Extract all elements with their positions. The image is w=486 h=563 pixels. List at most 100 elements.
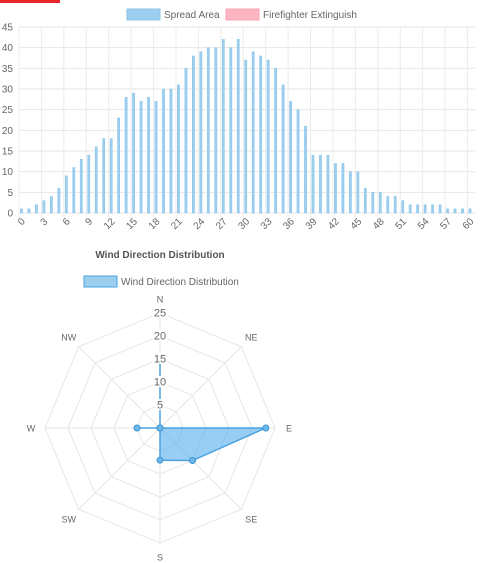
bar-x-tick-label: 9 <box>83 216 95 228</box>
bar-spread-area-33[interactable] <box>266 59 270 214</box>
bar-spread-area-35[interactable] <box>281 84 285 214</box>
bar-spread-area-48[interactable] <box>378 192 382 214</box>
spread-area-bar-chart: Spread Area Firefighter Extinguish 05101… <box>2 8 477 261</box>
bar-spread-area-13[interactable] <box>117 117 121 214</box>
bar-x-axis-title: Wind Direction Distribution <box>95 250 224 261</box>
radar-tick-backdrop <box>152 376 168 387</box>
radar-point-SE[interactable] <box>189 457 197 465</box>
radar-spoke <box>78 427 161 510</box>
bar-legend: Spread Area Firefighter Extinguish <box>126 8 357 21</box>
bar-spread-area-49[interactable] <box>386 196 390 214</box>
bar-spread-area-7[interactable] <box>72 167 76 214</box>
legend-label-wind-direction[interactable]: Wind Direction Distribution <box>121 277 239 288</box>
bar-spread-area-36[interactable] <box>289 101 292 214</box>
bar-y-tick-label: 10 <box>2 167 14 178</box>
legend-label-firefighter-extinguish[interactable]: Firefighter Extinguish <box>263 10 357 21</box>
bar-spread-area-4[interactable] <box>49 196 53 214</box>
bar-spread-area-34[interactable] <box>274 68 278 214</box>
bar-spread-area-14[interactable] <box>124 97 128 214</box>
bar-spread-area-0[interactable] <box>20 208 23 214</box>
radar-point-W[interactable] <box>133 424 141 432</box>
bar-spread-area-45[interactable] <box>356 171 360 214</box>
bar-spread-area-23[interactable] <box>192 55 195 214</box>
bar-spread-area-5[interactable] <box>57 187 61 214</box>
bar-y-tick-label: 20 <box>2 126 14 137</box>
radar-r-tick-label: 25 <box>154 308 166 320</box>
bar-spread-area-50[interactable] <box>393 196 397 214</box>
radar-tick-backdrop <box>152 330 168 341</box>
bar-x-tick-label: 15 <box>124 216 140 232</box>
bar-spread-area-11[interactable] <box>102 138 106 214</box>
radar-series <box>133 355 270 465</box>
bar-spread-area-2[interactable] <box>35 204 38 214</box>
bar-y-tick-label: 25 <box>2 105 14 116</box>
bar-spread-area-8[interactable] <box>79 159 83 214</box>
bar-spread-area-1[interactable] <box>27 208 31 214</box>
bar-spread-area-39[interactable] <box>311 154 315 214</box>
radar-tick-backdrop <box>155 399 165 410</box>
bar-x-tick-label: 27 <box>214 216 230 232</box>
radar-r-tick-label: 10 <box>154 377 166 389</box>
legend-swatch-spread-area[interactable] <box>126 8 161 21</box>
radar-category-labels: N NE E SE S SW W NW <box>27 295 292 563</box>
bar-spread-area-28[interactable] <box>229 47 233 214</box>
radar-point-NW[interactable] <box>156 424 164 432</box>
bar-spread-area-51[interactable] <box>401 200 405 214</box>
radar-label-NW: NW <box>61 332 76 342</box>
legend-label-spread-area[interactable]: Spread Area <box>164 10 220 21</box>
legend-swatch-firefighter-extinguish[interactable] <box>225 8 260 21</box>
bar-spread-area-3[interactable] <box>42 200 46 214</box>
radar-label-E: E <box>286 424 292 434</box>
bar-x-tick-label: 33 <box>259 216 275 232</box>
bar-spread-area-24[interactable] <box>199 51 203 214</box>
radar-label-S: S <box>157 553 163 563</box>
bar-spread-area-20[interactable] <box>169 88 173 214</box>
bar-spread-area-9[interactable] <box>87 154 91 214</box>
bar-spread-area-30[interactable] <box>244 59 248 214</box>
bar-spread-area-59[interactable] <box>461 208 464 214</box>
radar-label-W: W <box>27 424 36 434</box>
bar-spread-area-57[interactable] <box>446 208 449 214</box>
bar-spread-area-54[interactable] <box>423 204 427 214</box>
bar-y-tick-label: 35 <box>2 64 14 75</box>
radar-point-S[interactable] <box>156 456 164 464</box>
bar-spread-area-47[interactable] <box>371 192 375 214</box>
bar-spread-area-22[interactable] <box>184 68 188 214</box>
radar-spoke <box>78 346 161 429</box>
bar-spread-area-40[interactable] <box>319 154 322 214</box>
bar-spread-area-15[interactable] <box>132 92 135 214</box>
bar-spread-area-29[interactable] <box>236 39 240 214</box>
bar-spread-area-26[interactable] <box>214 47 218 214</box>
bar-spread-area-55[interactable] <box>431 204 434 214</box>
bar-spread-area-44[interactable] <box>349 171 352 214</box>
bar-spread-area-41[interactable] <box>326 154 330 214</box>
bar-spread-area-31[interactable] <box>251 51 255 214</box>
radar-point-E[interactable] <box>262 424 270 432</box>
bar-spread-area-46[interactable] <box>363 187 367 214</box>
bar-spread-area-43[interactable] <box>341 163 345 214</box>
bar-series <box>20 39 472 214</box>
bar-spread-area-12[interactable] <box>109 138 113 214</box>
bar-spread-area-52[interactable] <box>408 204 412 214</box>
bar-spread-area-38[interactable] <box>304 125 307 214</box>
bar-spread-area-58[interactable] <box>453 208 457 214</box>
bar-spread-area-56[interactable] <box>438 204 442 214</box>
bar-spread-area-18[interactable] <box>154 101 158 214</box>
bar-spread-area-25[interactable] <box>206 47 210 214</box>
bar-spread-area-10[interactable] <box>94 146 98 214</box>
bar-spread-area-53[interactable] <box>416 204 420 214</box>
bar-spread-area-37[interactable] <box>296 109 300 214</box>
legend-swatch-wind-direction[interactable] <box>83 275 118 288</box>
bar-spread-area-6[interactable] <box>64 175 68 214</box>
bar-x-tick-label: 54 <box>416 216 432 232</box>
bar-spread-area-27[interactable] <box>221 39 225 214</box>
bar-spread-area-16[interactable] <box>139 101 143 214</box>
bar-spread-area-17[interactable] <box>147 97 150 214</box>
radar-tick-backdrop <box>152 307 168 318</box>
bar-y-tick-label: 40 <box>2 43 14 54</box>
bar-spread-area-42[interactable] <box>334 163 337 214</box>
bar-spread-area-60[interactable] <box>468 208 472 214</box>
bar-spread-area-32[interactable] <box>259 55 263 214</box>
bar-spread-area-21[interactable] <box>177 84 180 214</box>
bar-spread-area-19[interactable] <box>162 88 165 214</box>
